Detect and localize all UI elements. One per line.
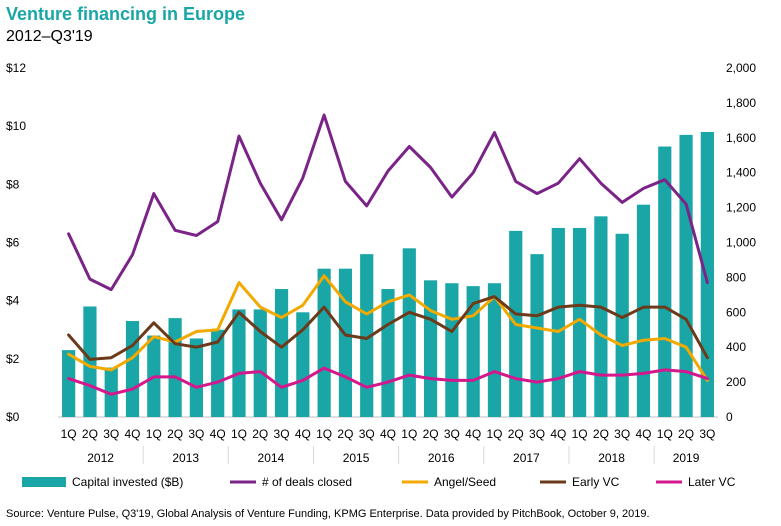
quarter-label: 4Q xyxy=(295,427,311,441)
quarter-label: 2Q xyxy=(252,427,268,441)
capital-invested-bar xyxy=(253,309,267,417)
quarter-label: 3Q xyxy=(444,427,460,441)
early-vc-line xyxy=(67,295,709,361)
capital-invested-bar xyxy=(530,254,544,417)
left-axis-tick-label: $4 xyxy=(6,294,20,308)
quarter-label: 1Q xyxy=(572,427,588,441)
quarter-label: 2Q xyxy=(508,427,524,441)
capital-invested-bar xyxy=(658,146,672,417)
quarter-label: 2Q xyxy=(167,427,183,441)
right-axis-tick-label: 1,400 xyxy=(726,166,756,180)
chart-subtitle: 2012–Q3'19 xyxy=(6,28,93,45)
quarter-label: 4Q xyxy=(125,427,141,441)
right-axis-tick-label: 1,800 xyxy=(726,96,756,110)
quarter-label: 3Q xyxy=(359,427,375,441)
right-axis-tick-label: 600 xyxy=(726,305,746,319)
right-axis-tick-label: 400 xyxy=(726,340,746,354)
left-axis-tick-label: $0 xyxy=(6,410,20,424)
year-label: 2019 xyxy=(673,451,700,465)
quarter-label: 3Q xyxy=(103,427,119,441)
capital-invested-bar xyxy=(338,268,353,417)
quarter-label: 4Q xyxy=(465,427,481,441)
year-label: 2018 xyxy=(598,451,625,465)
quarter-label: 3Q xyxy=(529,427,545,441)
capital-invested-bar xyxy=(636,204,651,417)
quarter-label: 1Q xyxy=(657,427,673,441)
chart-title: Venture financing in Europe xyxy=(6,4,246,24)
capital-invested-bar xyxy=(466,286,480,417)
capital-invested-bar xyxy=(83,306,97,417)
capital-invested-bar xyxy=(232,309,246,417)
of-deals-closed-line xyxy=(67,113,709,292)
left-axis-tick-label: $12 xyxy=(6,61,26,75)
year-label: 2013 xyxy=(172,451,199,465)
capital-invested-bar xyxy=(700,131,714,417)
quarter-label: 3Q xyxy=(188,427,204,441)
quarter-label: 3Q xyxy=(699,427,715,441)
left-axis-tick-label: $6 xyxy=(6,236,20,250)
legend-label: Capital invested ($B) xyxy=(72,475,183,489)
capital-invested-bar xyxy=(573,227,587,417)
quarter-label: 2Q xyxy=(82,427,98,441)
quarter-label: 4Q xyxy=(550,427,566,441)
capital-invested-bar xyxy=(211,329,225,417)
year-label: 2017 xyxy=(513,451,540,465)
quarter-label: 3Q xyxy=(614,427,630,441)
source-note: Source: Venture Pulse, Q3'19, Global Ana… xyxy=(6,508,650,520)
quarter-label: 1Q xyxy=(146,427,162,441)
quarter-label: 1Q xyxy=(231,427,247,441)
left-axis-tick-label: $10 xyxy=(6,119,26,133)
capital-invested-bar xyxy=(104,367,118,417)
capital-invested-bar xyxy=(594,216,608,417)
quarter-label: 1Q xyxy=(316,427,332,441)
capital-invested-bar xyxy=(274,289,289,417)
right-axis-tick-label: 0 xyxy=(726,410,733,424)
capital-invested-bar xyxy=(296,312,310,417)
left-axis-tick-label: $8 xyxy=(6,177,20,191)
right-axis-tick-label: 1,200 xyxy=(726,201,756,215)
capital-invested-bar xyxy=(402,248,416,417)
capital-invested-bar xyxy=(551,227,565,417)
quarter-label: 1Q xyxy=(61,427,77,441)
capital-invested-bar xyxy=(317,268,331,417)
right-axis-tick-label: 200 xyxy=(726,375,746,389)
capital-invested-bar xyxy=(62,350,76,417)
legend-label: # of deals closed xyxy=(262,475,352,489)
right-axis-tick-label: 1,000 xyxy=(726,236,756,250)
capital-invested-bar xyxy=(125,321,140,417)
capital-invested-bar xyxy=(487,283,502,417)
legend-label: Early VC xyxy=(572,475,620,489)
capital-invested-bar xyxy=(189,338,203,417)
year-label: 2014 xyxy=(258,451,285,465)
quarter-label: 4Q xyxy=(635,427,651,441)
capital-invested-bar xyxy=(423,280,438,417)
right-axis-tick-label: 800 xyxy=(726,270,746,284)
quarter-label: 1Q xyxy=(401,427,417,441)
capital-invested-bar xyxy=(168,318,182,417)
quarter-label: 1Q xyxy=(486,427,502,441)
capital-invested-bar xyxy=(360,254,374,417)
legend-swatch-bar xyxy=(22,477,66,487)
legend-label: Angel/Seed xyxy=(434,475,496,489)
quarter-label: 2Q xyxy=(337,427,353,441)
right-axis-tick-label: 2,000 xyxy=(726,61,756,75)
quarter-label: 4Q xyxy=(210,427,226,441)
quarter-label: 3Q xyxy=(274,427,290,441)
right-axis-tick-label: 1,600 xyxy=(726,131,756,145)
left-axis-tick-label: $2 xyxy=(6,352,20,366)
year-label: 2015 xyxy=(343,451,370,465)
capital-invested-bar xyxy=(445,283,459,417)
year-label: 2012 xyxy=(87,451,114,465)
year-label: 2016 xyxy=(428,451,455,465)
later-vc-line xyxy=(67,366,709,396)
legend-label: Later VC xyxy=(688,475,736,489)
quarter-label: 2Q xyxy=(423,427,439,441)
quarter-label: 4Q xyxy=(380,427,396,441)
quarter-label: 2Q xyxy=(678,427,694,441)
quarter-label: 2Q xyxy=(593,427,609,441)
capital-invested-bar xyxy=(615,233,629,417)
capital-invested-bar xyxy=(381,289,395,417)
